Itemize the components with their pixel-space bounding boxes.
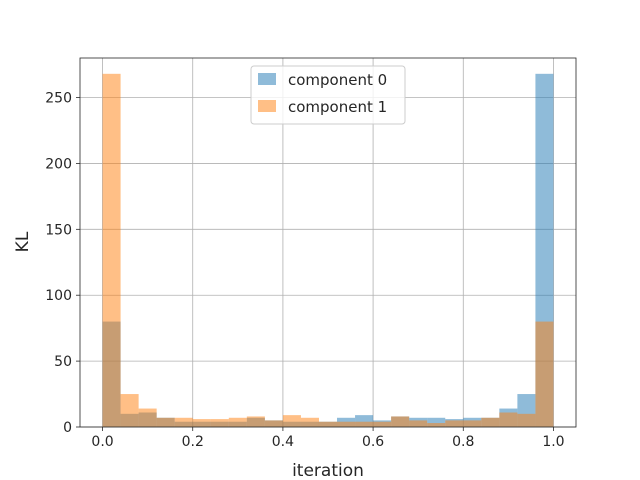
legend-box [250,65,406,125]
histogram-bar-component-1 [355,421,374,427]
x-axis-label: iteration [292,461,364,480]
histogram-bar-component-1 [481,417,500,427]
y-tick-label: 250 [45,91,72,107]
histogram-bar-component-1 [156,417,175,427]
y-tick-label: 200 [45,156,72,172]
histogram-bar-component-1 [391,416,410,427]
legend-swatch-component-1 [258,100,276,112]
histogram-bar-component-1 [228,417,247,427]
x-tick-label: 1.0 [542,434,564,450]
histogram-bar-component-1 [192,419,211,427]
histogram-bar-component-1 [318,421,338,427]
histogram-bar-component-0 [355,415,374,427]
histogram-bar-component-1 [373,421,392,427]
histogram-bar-component-1 [445,420,464,427]
x-tick-label: 0.4 [272,434,294,450]
legend: component 0 component 1 [250,65,406,125]
y-tick-label: 150 [45,222,72,238]
x-tick-label: 0.6 [362,434,384,450]
histogram-bar-component-1 [535,321,554,427]
histogram-bar-component-1 [120,394,139,427]
histogram-bar-component-1 [210,419,229,427]
histogram-bar-component-1 [102,73,121,428]
x-tick-label: 0.8 [452,434,474,450]
legend-label-component-1: component 1 [288,98,387,116]
histogram-bar-component-1 [463,420,482,427]
y-tick-label: 50 [54,354,72,370]
legend-swatch-component-0 [258,73,276,85]
legend-label-component-0: component 0 [288,71,387,89]
histogram-bar-component-0 [427,417,446,427]
y-tick-label: 0 [63,420,72,436]
histogram-bar-component-1 [246,416,265,427]
x-tick-label: 0.2 [182,434,204,450]
x-tick-label: 0.0 [91,434,113,450]
histogram-bar-component-1 [499,412,518,427]
histogram-bar-component-1 [517,413,536,427]
histogram-bar-component-1 [300,417,319,427]
axis-ticks: 0.0 0.2 0.4 0.6 0.8 1.0 0 50 100 150 200 250 [45,91,564,450]
histogram-bar-component-1 [138,408,157,427]
histogram-bar-component-1 [282,415,301,427]
plot-frame [79,57,577,428]
histogram-bar-component-1 [174,417,193,427]
histogram-bar-component-1 [264,420,283,427]
y-axis-label: KL [13,231,33,252]
y-tick-label: 100 [45,288,72,304]
histogram-bars [102,73,554,428]
histogram-bar-component-1 [337,421,356,427]
histogram-bar-component-1 [427,423,446,427]
histogram-bar-component-1 [409,420,428,427]
